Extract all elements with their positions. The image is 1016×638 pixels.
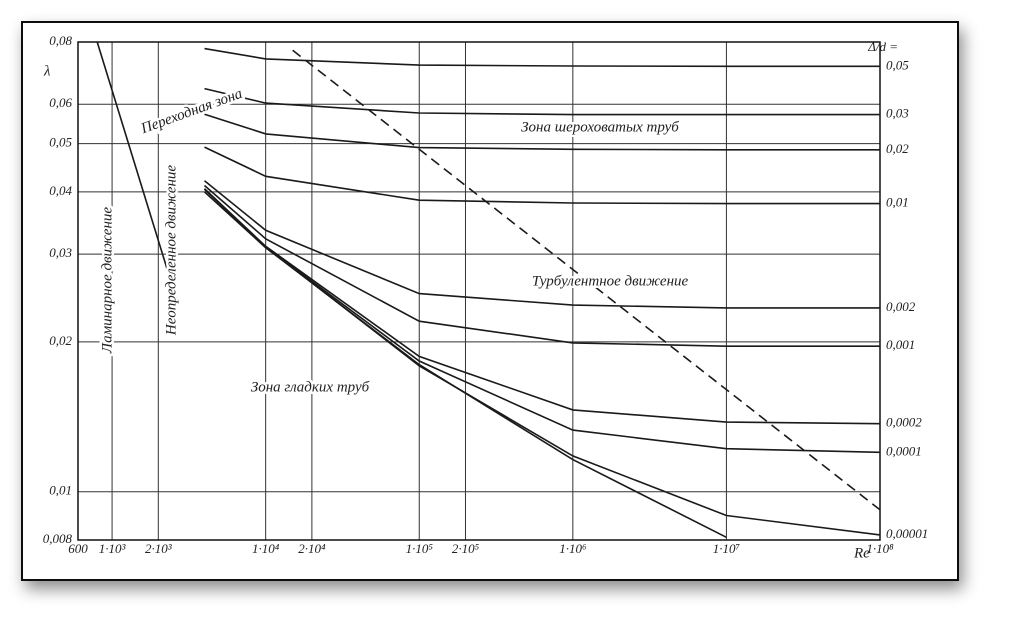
curve-label: 0,02 — [886, 141, 909, 156]
curve — [203, 191, 727, 539]
y-axis-label: λ — [43, 63, 51, 79]
curve — [204, 113, 880, 151]
curve-label: 0,05 — [886, 57, 909, 72]
curve-label: 0,01 — [886, 195, 909, 210]
annotation: Зона гладких труб — [251, 379, 370, 395]
x-tick-label: 2·10⁴ — [298, 541, 326, 556]
curve — [203, 180, 880, 309]
y-tick-label: 0,02 — [49, 333, 72, 348]
x-tick-label: 1·10⁴ — [252, 541, 280, 556]
x-tick-label: 1·10⁶ — [559, 541, 587, 556]
y-tick-label: 0,01 — [49, 483, 72, 498]
annotation: Турбулентное движение — [532, 273, 689, 289]
x-tick-label: 1·10⁵ — [406, 541, 434, 556]
curve — [203, 184, 880, 347]
x-tick-label: 1·10³ — [99, 541, 127, 556]
x-tick-label: 1·10⁸ — [866, 541, 894, 556]
plot-border — [77, 41, 881, 541]
y-tick-label: 0,06 — [49, 95, 72, 110]
annotation: Неопределенное движение — [163, 165, 179, 336]
curve-label: 0,0001 — [886, 443, 922, 458]
x-tick-label: 600 — [68, 541, 88, 556]
y-tick-label: 0,08 — [49, 33, 72, 48]
curve-label: 0,0002 — [886, 415, 922, 430]
annotation: Ламинарное движение — [99, 207, 115, 354]
y-tick-label: 0,03 — [49, 245, 72, 260]
curve — [292, 49, 881, 511]
y-tick-label: 0,008 — [43, 531, 73, 546]
curve-label: 0,002 — [886, 299, 916, 314]
frame — [21, 21, 959, 581]
curve — [204, 47, 880, 68]
curve-label: 0,001 — [886, 337, 915, 352]
x-tick-label: 2·10⁵ — [452, 541, 480, 556]
annotation: Зона шероховатых труб — [521, 119, 679, 135]
y-tick-label: 0,05 — [49, 135, 72, 150]
curve — [204, 87, 880, 116]
x-axis-label: Re — [853, 545, 870, 561]
curve — [204, 146, 880, 205]
curve-label: 0,00001 — [886, 526, 928, 541]
y-tick-label: 0,04 — [49, 183, 72, 198]
x-tick-label: 2·10³ — [145, 541, 173, 556]
series-label: Δ/d = — [867, 39, 898, 54]
x-tick-label: 1·10⁷ — [713, 541, 741, 556]
curve-label: 0,03 — [886, 106, 909, 121]
curve — [96, 41, 169, 271]
